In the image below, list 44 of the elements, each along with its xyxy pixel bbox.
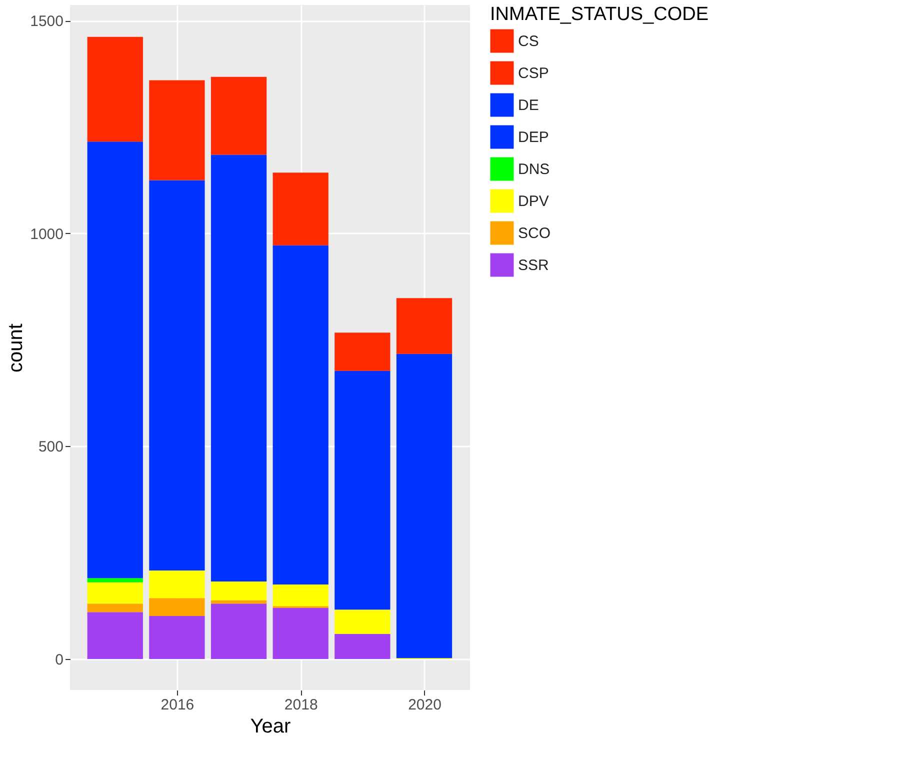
legend-label: SCO [518,225,551,242]
bar [87,582,143,604]
bar [396,354,452,658]
bar [149,80,205,180]
bar [87,578,143,582]
y-tick-label: 500 [38,438,64,456]
legend-label: DE [518,97,539,114]
bar [87,36,143,142]
bar [149,598,205,616]
bar [210,154,267,582]
bar [210,582,267,600]
x-tick-label: 2018 [284,696,318,714]
bar [334,634,390,659]
bar [149,570,205,598]
bar [87,142,143,578]
legend-label: DEP [518,129,549,146]
bar [396,298,452,354]
legend-label: CSP [518,65,549,82]
y-tick-label: 1500 [30,13,64,30]
x-tick-label: 2016 [160,696,194,714]
bar [334,610,390,634]
y-tick-label: 0 [55,651,64,668]
bar [334,370,390,610]
bar [272,245,328,584]
bar [334,332,390,371]
bar [272,172,328,246]
bar [210,76,267,155]
bar [210,604,267,659]
x-tick-label: 2020 [408,696,442,714]
bar [87,604,143,612]
bar [87,612,143,659]
legend-label: SSR [518,257,550,274]
bar [149,180,205,570]
legend-title: INMATE_STATUS_CODE [490,4,709,25]
y-tick-label: 1000 [30,226,64,243]
x-axis-title: Year [250,716,292,738]
legend-label: DPV [518,193,549,210]
y-axis-title: count [5,323,28,372]
bar [149,616,205,659]
legend-label: CS [518,33,539,50]
legend-label: DNS [518,161,550,178]
bar [210,600,267,604]
bar [272,608,328,659]
bar [272,584,328,606]
